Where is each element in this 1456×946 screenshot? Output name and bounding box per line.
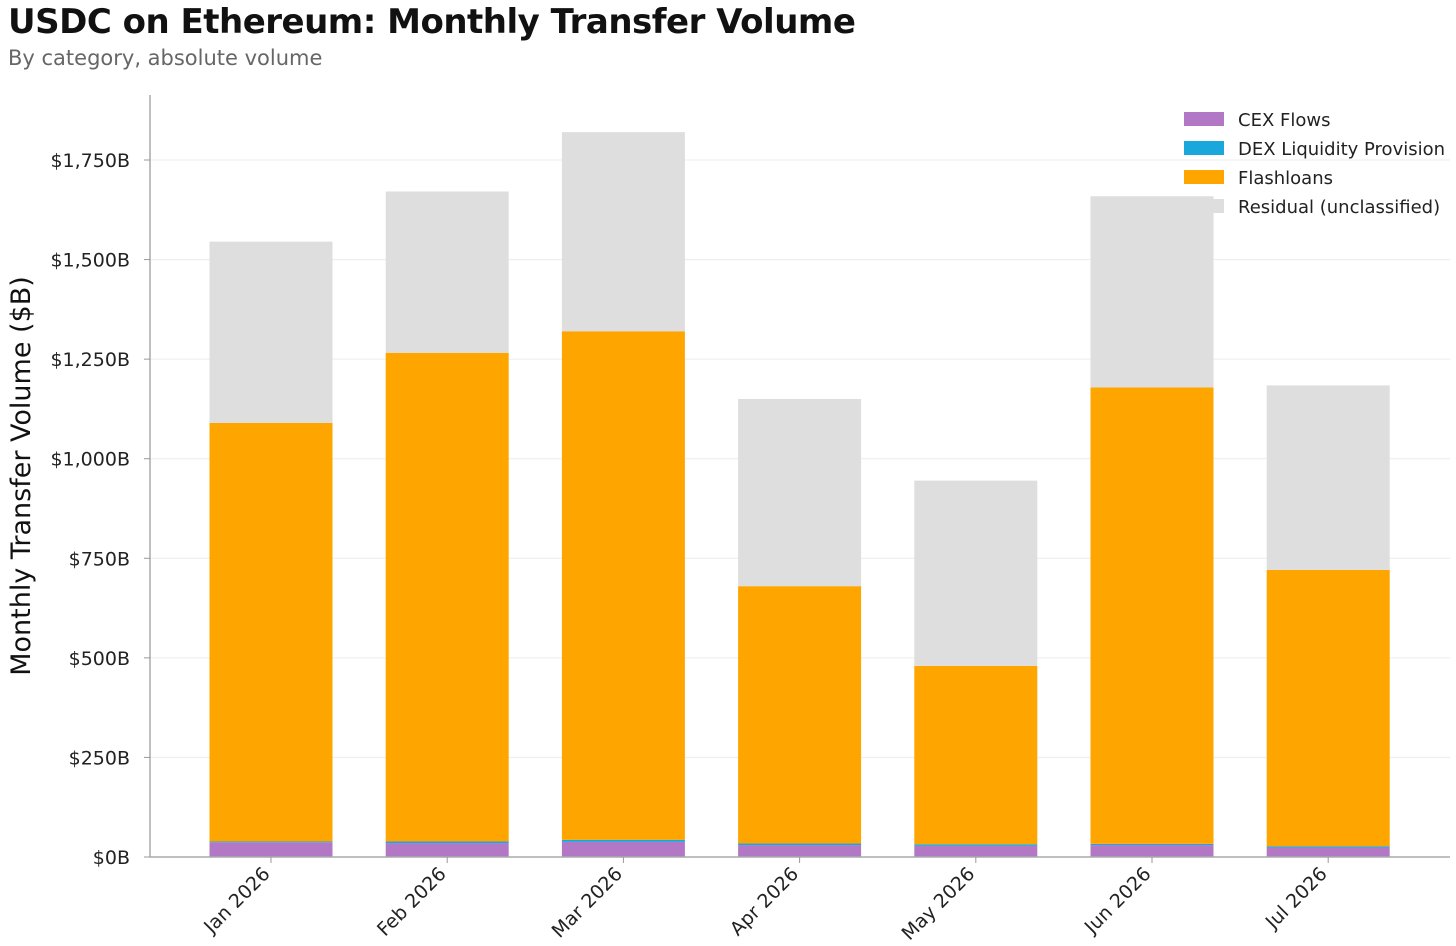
y-tick-label: $1,250B [50,349,130,371]
y-tick-label: $1,750B [50,150,130,172]
y-tick-label: $1,000B [50,449,130,471]
bar-stack [385,191,509,857]
bar-segment-dex-liquidity-provision [738,843,862,846]
bar-segment-residual-unclassified [1090,196,1214,388]
bar-segment-residual-unclassified [914,480,1038,666]
legend-swatch [1184,199,1224,213]
y-axis-title: Monthly Transfer Volume ($B) [6,276,37,676]
bar-segment-flashloans [561,331,685,840]
legend-label: CEX Flows [1238,110,1330,131]
bar-segment-dex-liquidity-provision [1266,846,1390,848]
bar-segment-residual-unclassified [385,191,509,353]
bar-segment-flashloans [1266,569,1390,847]
y-tick-label: $250B [69,747,130,769]
bar-stack [1090,196,1214,857]
x-tick-label: Jun 2026 [1080,863,1156,939]
y-tick-label: $500B [69,648,130,670]
bar-segment-flashloans [738,586,862,844]
bar-segment-dex-liquidity-provision [914,844,1038,846]
bar-stack [738,398,862,857]
x-tick-label: Jan 2026 [199,863,274,938]
bars [209,132,1390,857]
bar-stack [561,132,685,857]
y-tick-label: $0B [93,847,130,869]
y-tick-label: $750B [69,548,130,570]
bar-segment-cex-flows [1266,847,1390,857]
bar-segment-cex-flows [738,845,862,857]
y-tick-label: $1,500B [50,250,130,272]
bar-stack [1266,385,1390,857]
bar-segment-flashloans [914,665,1038,845]
legend-label: Flashloans [1238,168,1333,189]
bar-segment-residual-unclassified [209,241,333,423]
legend-swatch [1184,112,1224,126]
bar-stack [209,241,333,857]
x-tick-label: Jul 2026 [1261,863,1332,934]
bar-segment-dex-liquidity-provision [385,841,509,844]
legend-swatch [1184,141,1224,155]
bar-stack [914,480,1038,857]
x-tick-labels: Jan 2026 Feb 2026 Mar 2026 Apr 2026 May 2026… [199,857,1332,945]
bar-segment-flashloans [1090,387,1214,844]
bar-segment-residual-unclassified [1266,385,1390,570]
bar-segment-dex-liquidity-provision [1090,843,1214,846]
x-tick-label: Feb 2026 [373,863,451,941]
chart-title: USDC on Ethereum: Monthly Transfer Volum… [8,2,856,42]
bar-segment-flashloans [385,352,509,842]
bar-segment-cex-flows [914,845,1038,857]
legend-label: Residual (unclassified) [1238,197,1440,218]
bar-segment-cex-flows [385,843,509,857]
bar-segment-residual-unclassified [738,398,862,587]
chart-subtitle: By category, absolute volume [8,46,323,70]
bar-segment-cex-flows [209,842,333,857]
bar-segment-residual-unclassified [561,132,685,332]
legend: CEX Flows DEX Liquidity Provision Flashloa… [1184,110,1445,218]
x-tick-label: May 2026 [898,863,980,945]
bar-segment-dex-liquidity-provision [209,841,333,843]
bar-segment-dex-liquidity-provision [561,839,685,842]
bar-segment-cex-flows [1090,845,1214,857]
x-tick-label: Mar 2026 [548,863,627,942]
bar-segment-cex-flows [561,841,685,857]
x-tick-label: Apr 2026 [726,863,803,940]
legend-label: DEX Liquidity Provision [1238,139,1445,160]
legend-swatch [1184,170,1224,184]
bar-segment-flashloans [209,422,333,842]
y-tick-labels: $0B $250B $500B $750B $1,000B $1,250B $1,500B $… [50,150,150,869]
